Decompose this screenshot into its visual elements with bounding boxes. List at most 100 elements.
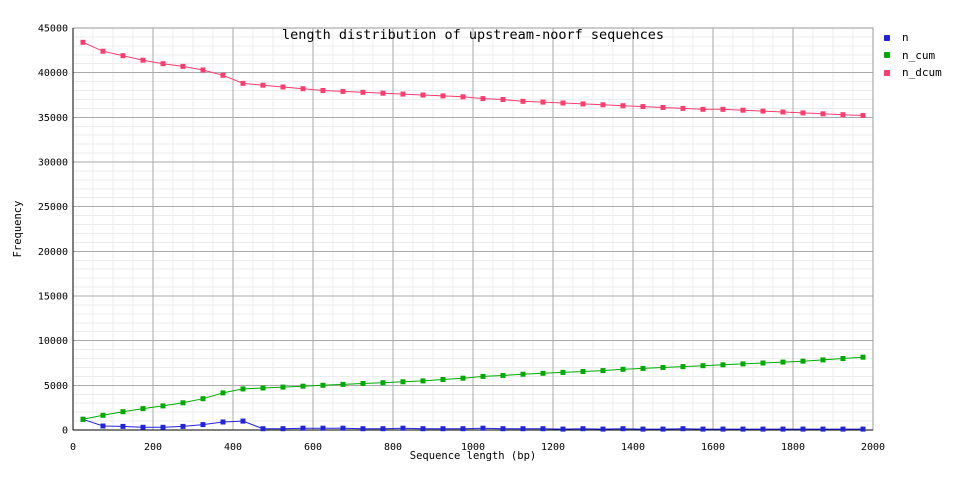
series-marker-n_dcum <box>600 102 606 108</box>
series-marker-n_dcum <box>440 93 446 99</box>
series-marker-n_dcum <box>220 72 226 78</box>
series-marker-n <box>100 423 106 429</box>
chart-title: length distribution of upstream-noorf se… <box>281 27 664 43</box>
series-marker-n_dcum <box>620 103 626 109</box>
series-marker-n_dcum <box>580 101 586 107</box>
series-marker-n <box>840 426 846 432</box>
series-marker-n_cum <box>420 378 426 384</box>
series-marker-n <box>520 426 526 432</box>
series-marker-n <box>480 425 486 431</box>
series-marker-n <box>540 426 546 432</box>
series-marker-n <box>620 426 626 432</box>
legend-label: n <box>902 31 909 45</box>
series-marker-n <box>580 426 586 432</box>
series-marker-n_dcum <box>320 88 326 93</box>
series-marker-n_dcum <box>680 105 686 111</box>
series-marker-n_cum <box>520 371 526 377</box>
series-marker-n_dcum <box>720 106 726 112</box>
y-tick-label: 35000 <box>38 113 68 124</box>
series-marker-n_dcum <box>560 100 566 106</box>
x-tick-label: 1400 <box>621 442 645 453</box>
series-marker-n_cum <box>400 379 406 385</box>
series-marker-n_cum <box>580 369 586 374</box>
series-marker-n <box>160 424 166 430</box>
series-marker-n <box>320 425 326 431</box>
legend-item-n: n <box>884 29 960 47</box>
series-marker-n <box>240 418 246 424</box>
series-marker-n_cum <box>680 364 686 370</box>
series-marker-n_dcum <box>180 63 186 69</box>
series-marker-n_dcum <box>500 97 506 102</box>
series-marker-n_dcum <box>740 107 746 113</box>
series-marker-n <box>280 426 286 432</box>
series-marker-n <box>260 426 266 432</box>
series-marker-n_cum <box>80 416 86 422</box>
series-marker-n <box>700 426 706 432</box>
series-marker-n <box>820 426 826 432</box>
series-marker-n_dcum <box>840 112 846 118</box>
y-tick-label: 15000 <box>38 292 68 303</box>
legend-label: n_cum <box>902 48 936 62</box>
series-marker-n <box>220 419 226 425</box>
legend: n n_cum n_dcum <box>884 29 960 82</box>
legend-item-n_dcum: n_dcum <box>884 64 960 82</box>
series-marker-n_dcum <box>660 105 666 110</box>
series-marker-n_dcum <box>240 80 246 86</box>
series-marker-n_dcum <box>700 106 706 112</box>
series-marker-n_cum <box>240 386 246 392</box>
y-axis-label: Frequency <box>12 200 24 258</box>
series-marker-n_cum <box>740 361 746 367</box>
series-marker-n <box>120 423 126 429</box>
series-marker-n <box>640 426 646 432</box>
series-marker-n_cum <box>820 357 826 363</box>
series-marker-n_dcum <box>80 39 86 45</box>
series-marker-n_dcum <box>380 90 386 96</box>
series-marker-n <box>460 426 466 432</box>
series-marker-n_dcum <box>520 98 526 104</box>
y-tick-label: 45000 <box>38 24 68 35</box>
series-marker-n_dcum <box>280 84 286 90</box>
y-tick-label: 25000 <box>38 202 68 213</box>
series-marker-n_cum <box>660 365 666 370</box>
x-tick-label: 1600 <box>701 442 725 453</box>
series-marker-n_cum <box>700 363 706 369</box>
series-marker-n_cum <box>560 369 566 375</box>
series-marker-n <box>180 423 186 429</box>
series-marker-n_cum <box>140 406 146 412</box>
x-tick-label: 1800 <box>781 442 805 453</box>
series-marker-n_cum <box>340 381 346 387</box>
series-marker-n_cum <box>280 384 286 390</box>
y-tick-label: 5000 <box>44 381 68 392</box>
series-marker-n_dcum <box>120 53 126 59</box>
x-tick-label: 800 <box>384 442 402 453</box>
series-marker-n <box>440 426 446 432</box>
series-marker-n_dcum <box>820 111 826 117</box>
x-tick-label: 200 <box>144 442 162 453</box>
series-marker-n_dcum <box>760 108 766 114</box>
series-marker-n <box>200 422 206 428</box>
y-tick-label: 30000 <box>38 158 68 169</box>
plot-frame <box>72 27 874 431</box>
grid-major <box>73 28 873 430</box>
series-line-n <box>82 418 863 430</box>
series-marker-n_cum <box>120 409 126 415</box>
series-marker-n <box>300 425 306 431</box>
series-line-n_cum <box>82 356 864 420</box>
series-marker-n_dcum <box>460 94 466 100</box>
series-marker-n_dcum <box>420 92 426 98</box>
series-marker-n_dcum <box>360 89 366 95</box>
x-tick-label: 600 <box>304 442 322 453</box>
series-marker-n_cum <box>860 354 866 360</box>
series-marker-n <box>680 426 686 432</box>
series-marker-n_cum <box>160 403 166 409</box>
x-tick-label: 1000 <box>461 442 485 453</box>
x-tick-label: 0 <box>70 442 76 453</box>
series-marker-n <box>800 426 806 432</box>
series-marker-n_cum <box>480 373 486 379</box>
legend-marker-icon <box>884 52 890 59</box>
x-axis-label: Sequence length (bp) <box>409 450 537 462</box>
data-series <box>80 39 866 432</box>
series-marker-n <box>360 426 366 432</box>
series-marker-n_cum <box>320 382 326 388</box>
